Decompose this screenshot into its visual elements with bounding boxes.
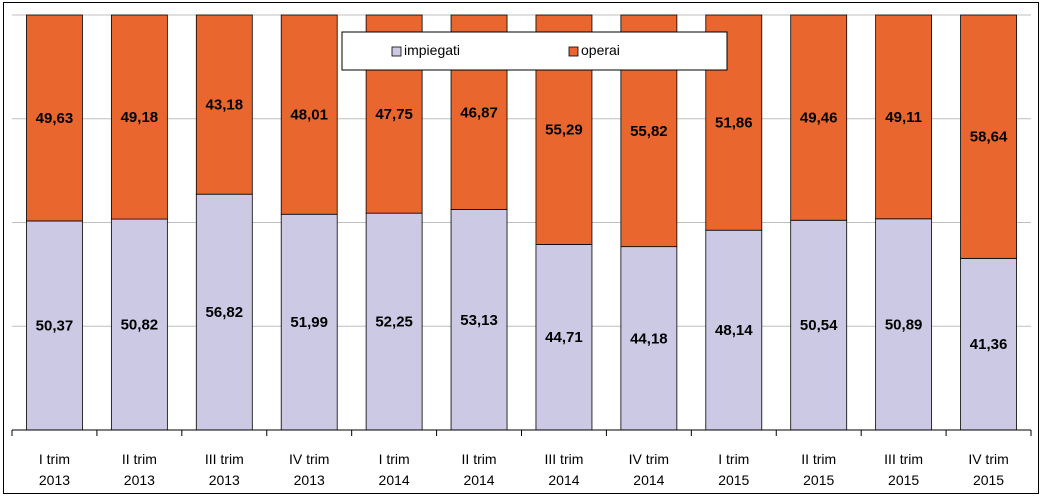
data-label-operai: 55,29	[545, 122, 583, 139]
x-tick-label: I trim 2013	[39, 451, 70, 488]
chart-frame: 50,37 49,63 50,82 49,18 56,82 43,18 51,99 48,01…	[3, 2, 1039, 494]
data-label-impiegati: 48,14	[715, 322, 753, 339]
bar-operai	[790, 14, 848, 221]
x-tick-label: II trim 2013	[122, 451, 157, 488]
data-label-operai: 49,18	[121, 109, 159, 126]
x-axis: I trim 2013 II trim 2013 III trim 2013 IV trim…	[11, 429, 1032, 488]
bar-impiegati	[365, 212, 423, 431]
bar-operai	[280, 14, 338, 215]
data-label-operai: 46,87	[460, 104, 498, 121]
data-label-operai: 48,01	[290, 107, 328, 124]
data-label-operai: 49,11	[885, 109, 922, 126]
x-tick-label: II trim 2015	[801, 451, 836, 488]
x-tick-label: IV trim 2015	[968, 451, 1008, 488]
data-label-operai: 55,82	[630, 123, 668, 140]
data-label-impiegati: 53,13	[460, 312, 498, 329]
x-tick-label: III trim 2015	[884, 451, 923, 488]
legend-swatch-impiegati	[391, 46, 402, 57]
legend-label-operai: operai	[581, 42, 620, 58]
data-label-operai: 43,18	[206, 97, 244, 114]
data-label-impiegati: 50,89	[885, 316, 923, 333]
data-label-impiegati: 56,82	[206, 304, 244, 321]
legend-swatch-operai	[568, 46, 579, 57]
bar-impiegati	[790, 219, 848, 431]
data-label-operai: 51,86	[715, 115, 753, 132]
bar-operai	[875, 14, 933, 220]
data-label-impiegati: 50,82	[121, 317, 159, 334]
x-tick-label: IV trim 2013	[289, 451, 329, 488]
bar-impiegati	[26, 220, 83, 431]
data-label-operai: 49,46	[800, 110, 838, 127]
data-label-operai: 47,75	[375, 106, 413, 123]
bar-impiegati	[450, 209, 508, 431]
data-label-operai: 58,64	[970, 129, 1008, 146]
data-label-impiegati: 50,54	[800, 317, 838, 334]
bar-operai	[960, 14, 1017, 259]
data-labels: 50,37 49,63 50,82 49,18 56,82 43,18 51,99 48,01…	[36, 97, 1008, 354]
bar-operai	[195, 14, 253, 195]
data-label-operai: 49,63	[36, 110, 74, 127]
bar-impiegati	[705, 229, 763, 431]
x-tick-label: IV trim 2014	[629, 451, 669, 488]
data-label-impiegati: 50,37	[36, 317, 74, 334]
x-tick-label: I trim 2015	[718, 451, 749, 488]
legend-label-impiegati: impiegati	[404, 42, 460, 58]
data-label-impiegati: 44,18	[630, 330, 668, 347]
x-tick-label: III trim 2013	[205, 451, 244, 488]
gridlines	[12, 14, 1031, 327]
bar-operai	[26, 14, 83, 222]
x-tick-label: III trim 2014	[545, 451, 584, 488]
bar-operai	[110, 14, 168, 220]
stacked-bar-chart: 50,37 49,63 50,82 49,18 56,82 43,18 51,99 48,01…	[11, 14, 1032, 488]
data-label-impiegati: 41,36	[970, 336, 1008, 353]
bar-impiegati	[620, 246, 678, 431]
legend-box	[341, 31, 728, 71]
data-label-impiegati: 52,25	[375, 314, 413, 331]
bar-impiegati	[195, 193, 253, 431]
legend: impiegati operai	[341, 31, 728, 71]
data-label-impiegati: 44,71	[545, 329, 583, 346]
x-tick-label: II trim 2014	[462, 451, 497, 488]
x-tick-label: I trim 2014	[379, 451, 410, 488]
data-label-impiegati: 51,99	[290, 314, 328, 331]
bar-impiegati	[110, 218, 168, 431]
bar-impiegati	[280, 213, 338, 431]
